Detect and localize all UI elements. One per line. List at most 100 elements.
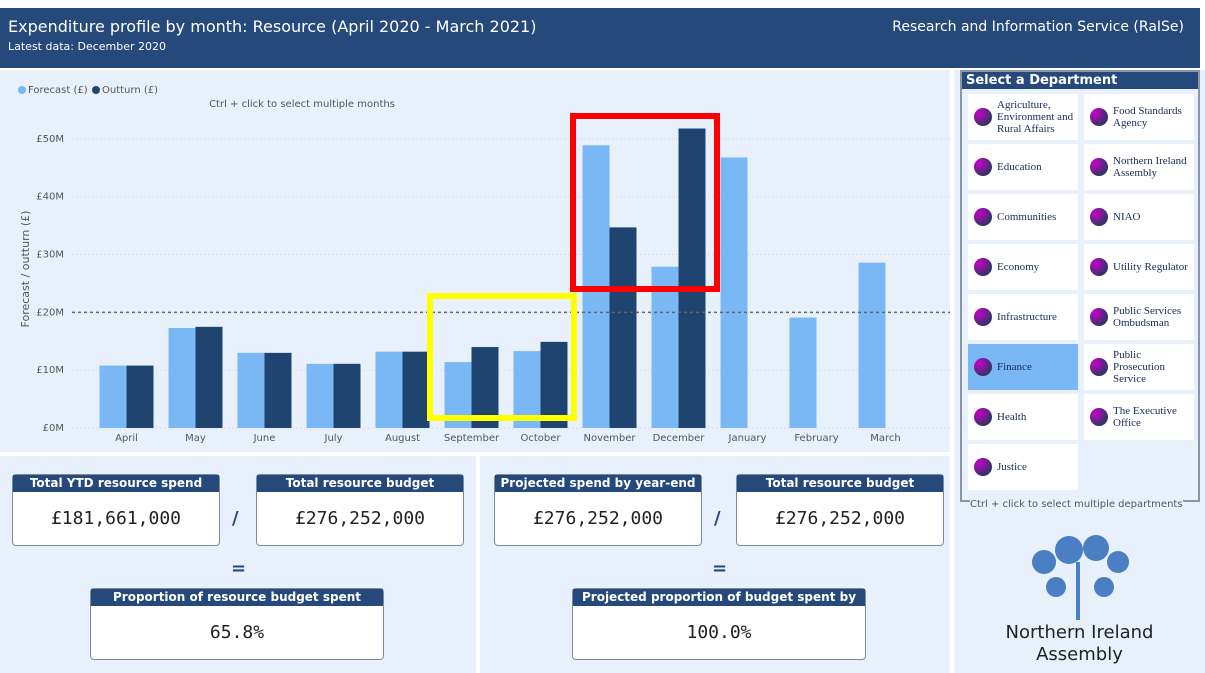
department-icon: [974, 308, 992, 326]
legend-label: Forecast (£): [28, 85, 88, 96]
department-button[interactable]: Public Prosecution Service: [1084, 344, 1194, 390]
y-tick-label: £0M: [43, 423, 64, 434]
department-name: Infrastructure: [997, 311, 1057, 323]
y-tick-label: £50M: [36, 134, 64, 145]
x-tick-label: September: [444, 433, 500, 444]
department-slicer: Select a Department Agriculture, Environ…: [960, 70, 1200, 502]
kpi-value: £276,252,000: [532, 508, 664, 529]
department-button[interactable]: Finance: [968, 344, 1078, 390]
department-name: Health: [997, 411, 1027, 423]
legend-label: Outturn (£): [102, 85, 158, 96]
department-icon: [1090, 308, 1108, 326]
bar: [789, 317, 817, 428]
kpi-label: Projected spend by year-end: [495, 475, 701, 492]
kpi-value: £276,252,000: [774, 508, 906, 529]
department-button[interactable]: The Executive Office: [1084, 394, 1194, 440]
kpi-label: Total YTD resource spend: [13, 475, 219, 492]
department-icon: [974, 358, 992, 376]
department-name: Communities: [997, 211, 1057, 223]
department-name: Utility Regulator: [1113, 261, 1188, 273]
department-name: NIAO: [1113, 211, 1141, 223]
department-button[interactable]: Health: [968, 394, 1078, 440]
department-name: Justice: [997, 461, 1027, 473]
department-button[interactable]: Agriculture, Environment and Rural Affai…: [968, 94, 1078, 140]
department-button[interactable]: Infrastructure: [968, 294, 1078, 340]
bar: [402, 351, 430, 428]
department-icon: [974, 158, 992, 176]
department-button[interactable]: Public Services Ombudsman: [1084, 294, 1194, 340]
bar: [264, 352, 292, 428]
bar: [375, 351, 403, 428]
logo-icon: [1032, 535, 1129, 620]
department-button[interactable]: NIAO: [1084, 194, 1194, 240]
x-tick-label: December: [653, 433, 706, 444]
x-tick-label: November: [583, 433, 636, 444]
highlight-box: [427, 293, 577, 421]
x-tick-label: October: [520, 433, 561, 444]
department-button[interactable]: Food Standards Agency: [1084, 94, 1194, 140]
bar: [99, 365, 127, 428]
bar: [168, 327, 196, 428]
bar: [609, 227, 637, 428]
department-button[interactable]: Communities: [968, 194, 1078, 240]
kpi-card: Projected proportion of budget spent by …: [572, 588, 866, 660]
bar: [651, 266, 679, 428]
department-name: Public Prosecution Service: [1113, 349, 1165, 385]
logo-line: Assembly: [1036, 644, 1123, 665]
logo-text: Northern Ireland Assembly: [954, 622, 1205, 666]
subtitle: Latest data: December 2020: [8, 40, 167, 53]
bar: [306, 363, 334, 428]
department-icon: [1090, 158, 1108, 176]
department-button[interactable]: Education: [968, 144, 1078, 190]
bar: [237, 352, 265, 428]
kpi-card: Proportion of resource budget spent 65.8…: [90, 588, 384, 660]
x-tick-label: April: [115, 433, 138, 444]
logo-line: Northern Ireland: [1005, 622, 1154, 643]
legend-dot: [92, 86, 100, 94]
department-button[interactable]: Justice: [968, 444, 1078, 490]
kpi-label: Total resource budget: [737, 475, 943, 492]
kpi-right: Projected spend by year-end £276,252,000…: [480, 456, 950, 673]
operator: =: [712, 558, 728, 579]
bar: [333, 363, 361, 428]
kpi-left: Total YTD resource spend £181,661,000 / …: [0, 456, 476, 673]
x-tick-label: February: [794, 433, 838, 444]
kpi-card: Total resource budget £276,252,000: [256, 474, 464, 546]
department-name: Education: [997, 161, 1042, 173]
operator: =: [231, 558, 247, 579]
legend-dot: [18, 86, 26, 94]
kpi-value: 65.8%: [209, 622, 265, 643]
department-icon: [1090, 108, 1108, 126]
kpi-card: Total resource budget £276,252,000: [736, 474, 944, 546]
department-button[interactable]: Economy: [968, 244, 1078, 290]
department-icon: [1090, 258, 1108, 276]
y-tick-label: £40M: [36, 192, 64, 203]
kpi-value: 100.0%: [686, 622, 752, 643]
department-button[interactable]: Northern Ireland Assembly: [1084, 144, 1194, 190]
department-button[interactable]: Utility Regulator: [1084, 244, 1194, 290]
kpi-card: Total YTD resource spend £181,661,000: [12, 474, 220, 546]
x-tick-label: June: [253, 433, 276, 444]
department-icon: [974, 258, 992, 276]
department-icon: [1090, 358, 1108, 376]
highlight-box: [570, 113, 720, 292]
bar: [471, 347, 499, 428]
department-icon: [974, 458, 992, 476]
department-name: The Executive Office: [1113, 405, 1177, 429]
header: Expenditure profile by month: Resource (…: [0, 8, 1200, 68]
department-icon: [974, 208, 992, 226]
y-tick-label: £20M: [36, 307, 64, 318]
x-tick-label: May: [185, 433, 206, 444]
department-icon: [974, 108, 992, 126]
slicer-title: Select a Department: [962, 72, 1198, 89]
slicer-footer: Ctrl + click to select multiple departme…: [970, 499, 1183, 510]
department-name: Agriculture, Environment and Rural Affai…: [997, 99, 1074, 135]
kpi-card: Projected spend by year-end £276,252,000: [494, 474, 702, 546]
department-name: Economy: [997, 261, 1040, 273]
department-name: Public Services Ombudsman: [1113, 305, 1182, 329]
bar: [540, 341, 568, 428]
title: Expenditure profile by month: Resource (…: [8, 17, 537, 36]
chart: Forecast (£) Outturn (£) Ctrl + click to s…: [18, 85, 950, 444]
note: Ctrl + click to select multiple months: [209, 99, 395, 110]
